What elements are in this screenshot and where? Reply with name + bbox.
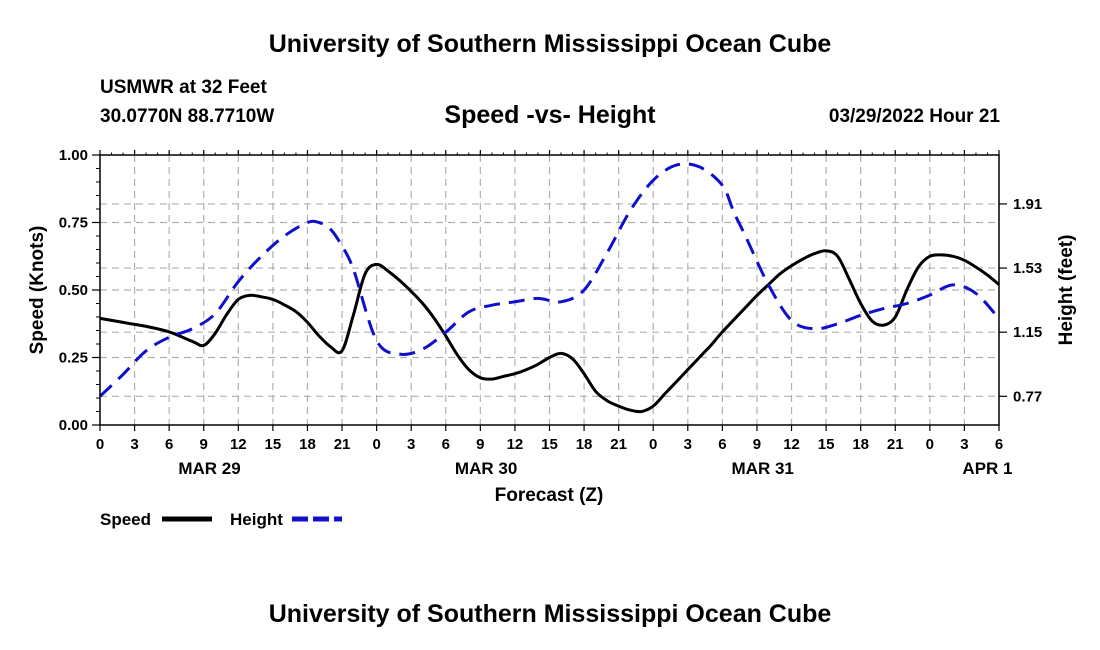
plot-border (99, 154, 1000, 426)
y-right-tick-label: 1.53 (1013, 260, 1042, 277)
series-line-height (98, 162, 1001, 398)
x-tick-label: 9 (200, 436, 208, 453)
forecast-datetime: 03/29/2022 Hour 21 (828, 106, 1000, 127)
series-line-speed (99, 249, 1000, 414)
y-left-tick-label: 0.00 (59, 417, 88, 434)
series-lines (98, 162, 1001, 414)
x-tick-label: 12 (507, 436, 524, 453)
x-tick-label: 0 (372, 436, 380, 453)
x-tick-label: 0 (649, 436, 657, 453)
legend: Speed Height (100, 510, 342, 529)
left-axis-title: Speed (Knots) (27, 226, 48, 355)
date-label: MAR 31 (732, 459, 794, 478)
y-right-tick-label: 1.15 (1013, 324, 1042, 341)
y-left-tick-label: 0.25 (59, 350, 88, 367)
date-label: MAR 29 (178, 459, 240, 478)
date-label: MAR 30 (455, 459, 517, 478)
y-right-tick-label: 1.91 (1013, 196, 1042, 213)
date-label: APR 1 (962, 459, 1012, 478)
y-left-tick-label: 1.00 (59, 147, 88, 164)
x-tick-label: 0 (926, 436, 934, 453)
legend-label-height: Height (230, 510, 283, 529)
grid-lines (100, 155, 999, 425)
y-left-tick-label: 0.75 (59, 215, 88, 232)
main-title: University of Southern Mississippi Ocean… (268, 30, 832, 58)
y-right-tick-label: 0.77 (1013, 388, 1042, 405)
station-coordinates: 30.0770N 88.7710W (100, 106, 275, 127)
x-tick-label: 21 (610, 436, 627, 453)
station-label: USMWR at 32 Feet (100, 77, 267, 98)
chart-title: Speed -vs- Height (444, 101, 656, 129)
footer-title: University of Southern Mississippi Ocean… (268, 600, 832, 628)
x-tick-label: 21 (887, 436, 904, 453)
right-axis-title: Height (feet) (1056, 235, 1077, 346)
x-tick-label: 15 (818, 436, 835, 453)
x-tick-label: 3 (407, 436, 415, 453)
x-tick-label: 6 (995, 436, 1003, 453)
legend-label-speed: Speed (100, 510, 151, 529)
x-tick-label: 12 (783, 436, 800, 453)
x-tick-label: 21 (334, 436, 351, 453)
y-left-tick-label: 0.50 (59, 282, 88, 299)
x-tick-label: 6 (718, 436, 726, 453)
x-tick-label: 18 (299, 436, 316, 453)
axis-labels: Forecast (Z) Speed (Knots) Height (feet)… (27, 147, 1077, 506)
x-tick-label: 6 (442, 436, 450, 453)
x-tick-label: 9 (476, 436, 484, 453)
x-tick-label: 15 (541, 436, 558, 453)
x-axis-title: Forecast (Z) (495, 485, 604, 506)
x-tick-label: 3 (960, 436, 968, 453)
x-tick-label: 3 (684, 436, 692, 453)
plot-frame (92, 150, 1007, 431)
x-tick-label: 6 (165, 436, 173, 453)
x-tick-label: 18 (576, 436, 593, 453)
x-tick-label: 15 (265, 436, 282, 453)
x-tick-label: 3 (130, 436, 138, 453)
x-tick-label: 9 (753, 436, 761, 453)
x-tick-label: 12 (230, 436, 247, 453)
x-tick-label: 0 (96, 436, 104, 453)
x-tick-label: 18 (852, 436, 869, 453)
